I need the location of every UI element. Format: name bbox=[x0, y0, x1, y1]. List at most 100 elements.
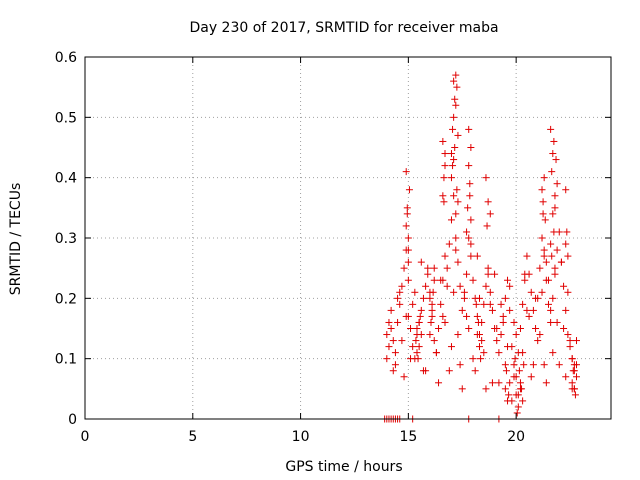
data-point bbox=[404, 246, 412, 254]
data-point bbox=[542, 379, 550, 387]
data-point bbox=[453, 83, 461, 91]
data-point bbox=[506, 282, 514, 290]
data-point bbox=[540, 174, 548, 182]
data-point bbox=[409, 300, 417, 308]
data-point bbox=[486, 288, 494, 296]
data-point bbox=[450, 156, 458, 164]
data-point bbox=[513, 409, 521, 417]
data-point bbox=[451, 144, 459, 151]
data-point bbox=[501, 385, 509, 393]
data-point bbox=[466, 180, 474, 188]
data-point bbox=[562, 186, 570, 194]
data-point bbox=[505, 391, 513, 399]
data-point bbox=[538, 234, 546, 242]
data-point bbox=[510, 373, 518, 381]
x-tick-label: 10 bbox=[292, 429, 310, 445]
data-point bbox=[402, 222, 410, 230]
data-point bbox=[510, 361, 518, 369]
data-point bbox=[413, 349, 421, 357]
data-point bbox=[450, 288, 458, 296]
x-tick-label: 0 bbox=[81, 429, 90, 445]
data-point bbox=[495, 379, 503, 387]
data-point bbox=[458, 306, 466, 314]
data-point bbox=[430, 264, 438, 272]
data-point bbox=[551, 204, 559, 212]
data-point bbox=[441, 150, 449, 158]
data-point bbox=[465, 125, 473, 133]
data-point bbox=[547, 318, 555, 326]
data-point bbox=[400, 373, 408, 381]
data-point bbox=[477, 355, 485, 363]
data-point bbox=[566, 337, 574, 345]
data-point bbox=[452, 234, 460, 242]
data-point bbox=[538, 186, 546, 194]
data-point bbox=[402, 168, 410, 176]
data-point bbox=[532, 325, 540, 332]
data-point bbox=[553, 246, 561, 254]
data-point bbox=[467, 252, 475, 260]
data-point bbox=[441, 162, 449, 170]
data-point bbox=[532, 294, 540, 302]
data-point bbox=[414, 355, 422, 363]
data-point bbox=[426, 331, 434, 339]
data-point bbox=[430, 337, 438, 345]
data-point bbox=[564, 288, 572, 296]
data-point bbox=[463, 312, 471, 320]
data-point bbox=[460, 288, 468, 296]
data-point bbox=[501, 294, 509, 302]
data-point bbox=[504, 343, 512, 351]
data-point bbox=[452, 246, 460, 254]
data-point bbox=[450, 77, 458, 85]
data-point bbox=[538, 288, 546, 296]
data-point bbox=[422, 282, 430, 290]
data-point bbox=[467, 216, 475, 224]
ticks-layer: 0 0.1 0.2 0.3 0.4 0.5 0.6 0 5 10 15 20 bbox=[55, 50, 611, 445]
data-point bbox=[476, 343, 483, 351]
data-point bbox=[440, 174, 448, 182]
data-point bbox=[547, 240, 555, 248]
data-point bbox=[464, 204, 472, 212]
data-point bbox=[441, 252, 449, 260]
data-point bbox=[439, 312, 447, 320]
data-point bbox=[452, 101, 460, 109]
data-point bbox=[465, 234, 473, 242]
data-point bbox=[383, 355, 391, 363]
data-point bbox=[478, 337, 486, 345]
data-point bbox=[523, 306, 531, 314]
data-point bbox=[515, 367, 523, 375]
data-point bbox=[491, 270, 499, 278]
x-tick-label: 20 bbox=[507, 429, 525, 445]
y-tick-label: 0.5 bbox=[55, 110, 77, 126]
data-point bbox=[510, 318, 518, 326]
data-point bbox=[493, 325, 501, 332]
data-point bbox=[445, 240, 453, 248]
data-point bbox=[557, 258, 565, 266]
data-point bbox=[518, 385, 526, 393]
data-point bbox=[443, 282, 451, 290]
data-point bbox=[511, 355, 519, 363]
data-point bbox=[440, 198, 448, 206]
data-point bbox=[551, 192, 559, 200]
data-point bbox=[419, 367, 427, 375]
data-point bbox=[540, 361, 548, 369]
data-point bbox=[551, 264, 559, 272]
data-point bbox=[504, 397, 512, 405]
data-point bbox=[563, 228, 571, 236]
data-point bbox=[536, 264, 544, 272]
data-point bbox=[389, 367, 397, 375]
data-point bbox=[471, 367, 479, 375]
data-point bbox=[553, 318, 561, 326]
data-point bbox=[387, 306, 395, 314]
data-point bbox=[415, 318, 423, 326]
data-point bbox=[544, 300, 552, 308]
data-point bbox=[458, 385, 466, 393]
data-point bbox=[549, 349, 557, 357]
data-point bbox=[539, 198, 547, 206]
data-point bbox=[474, 318, 482, 326]
data-point bbox=[387, 325, 395, 332]
data-point bbox=[486, 300, 494, 308]
data-point bbox=[450, 192, 458, 200]
data-point bbox=[568, 355, 576, 363]
